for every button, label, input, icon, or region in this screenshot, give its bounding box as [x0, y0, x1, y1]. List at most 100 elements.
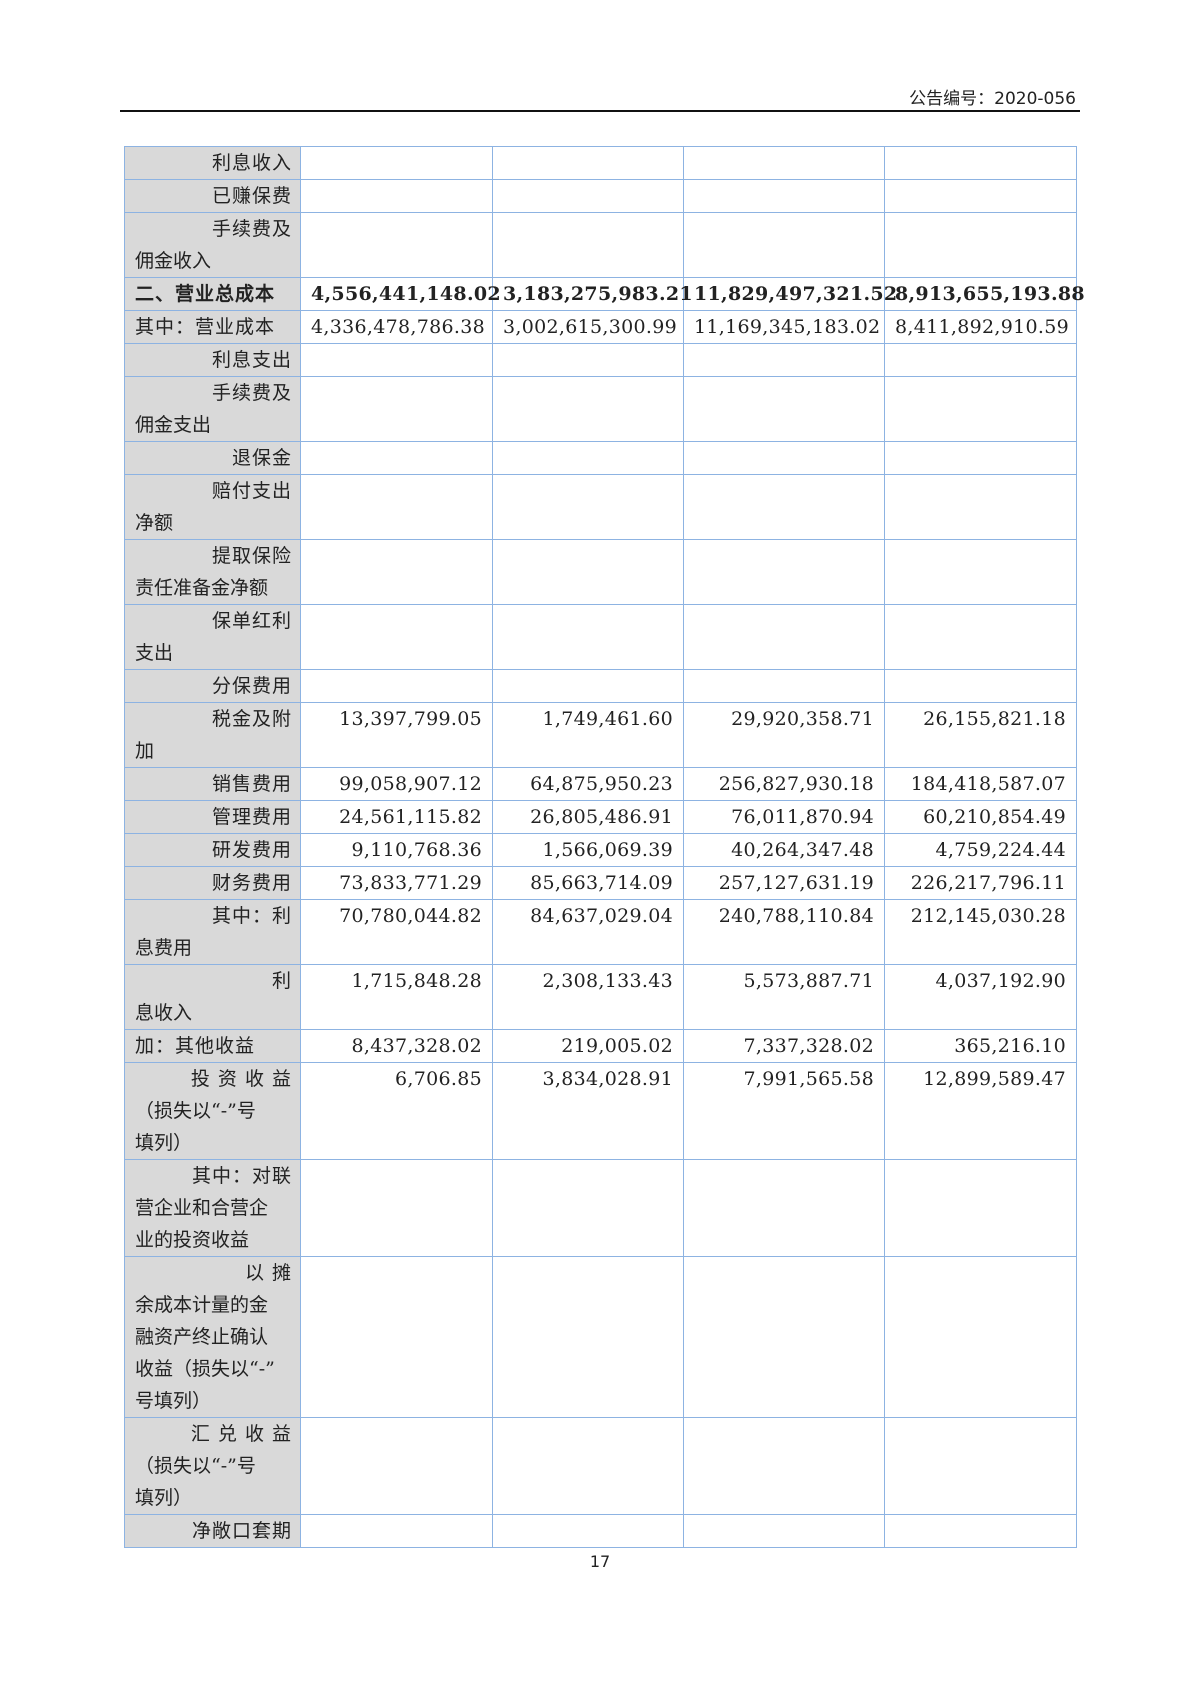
value-cell: 4,556,441,148.02	[300, 277, 501, 311]
row-label-line: 其中：利	[211, 905, 292, 927]
value-cell: 365,216.10	[884, 1029, 1077, 1063]
row-label: 销售费用	[124, 767, 301, 801]
value-cell	[492, 1159, 684, 1257]
value-cell	[884, 539, 1077, 605]
value-cell	[884, 441, 1077, 475]
row-label: 加：其他收益	[124, 1029, 301, 1063]
value-cell: 70,780,044.82	[300, 899, 493, 965]
value-cell: 13,397,799.05	[300, 702, 493, 768]
value-cell: 4,336,478,786.38	[300, 310, 493, 344]
value-cell: 29,920,358.71	[683, 702, 885, 768]
value-cell: 3,002,615,300.99	[492, 310, 684, 344]
row-label-line: 财务费用	[211, 872, 292, 894]
row-label-line: 其中：营业成本	[135, 316, 276, 338]
value-cell: 11,829,497,321.52	[683, 277, 897, 311]
table-row: 其中：营业成本 4,336,478,786.38 3,002,615,300.99 1…	[124, 310, 1077, 344]
row-label-line: 其中：对联	[191, 1165, 292, 1187]
value-cell: 1,715,848.28	[300, 964, 493, 1030]
row-label-line: 填列）	[135, 1132, 193, 1154]
table-row: 分保费用	[124, 669, 1077, 703]
value-cell: 4,759,224.44	[884, 833, 1077, 867]
value-cell	[884, 1514, 1077, 1548]
value-cell	[884, 604, 1077, 670]
row-label: 分保费用	[124, 669, 301, 703]
row-label: 财务费用	[124, 866, 301, 900]
value-cell: 26,155,821.18	[884, 702, 1077, 768]
row-label-line: 已赚保费	[211, 185, 292, 207]
value-cell	[683, 1417, 885, 1515]
value-cell: 26,805,486.91	[492, 800, 684, 834]
table-row: 销售费用 99,058,907.12 64,875,950.23 256,827,93…	[124, 767, 1077, 801]
value-cell: 3,183,275,983.21	[492, 277, 693, 311]
value-cell	[492, 1417, 684, 1515]
value-cell	[492, 146, 684, 180]
value-cell	[492, 343, 684, 377]
table-row: 净敞口套期	[124, 1514, 1077, 1548]
income-statement-table: 利息收入 已赚保费 手续费及 佣金收入 二、营业总成本 4,556,441,148.02 3…	[124, 146, 1085, 1548]
row-label-line: 融资产终止确认	[135, 1326, 269, 1348]
value-cell	[884, 669, 1077, 703]
row-label-line: 管理费用	[211, 806, 292, 828]
table-row: 汇 兑 收 益 （损失以“-”号 填列）	[124, 1417, 1077, 1515]
row-label-line: 填列）	[135, 1487, 193, 1509]
value-cell: 24,561,115.82	[300, 800, 493, 834]
value-cell	[683, 212, 885, 278]
page-number: 17	[589, 1552, 611, 1571]
row-label: 以 摊余成本计量的金 融资产终止确认 收益（损失以“-” 号填列）	[124, 1256, 301, 1418]
value-cell: 8,913,655,193.88	[884, 277, 1085, 311]
table-row: 保单红利支出	[124, 604, 1077, 670]
row-label-line: 净额	[135, 512, 174, 534]
value-cell	[492, 212, 684, 278]
row-label: 已赚保费	[124, 179, 301, 213]
value-cell	[683, 539, 885, 605]
table-row: 手续费及 佣金收入	[124, 212, 1077, 278]
value-cell	[683, 669, 885, 703]
row-label-line: 保单红利	[211, 610, 292, 632]
value-cell	[683, 146, 885, 180]
value-cell	[300, 474, 493, 540]
value-cell: 64,875,950.23	[492, 767, 684, 801]
value-cell	[300, 343, 493, 377]
table-row: 利息支出	[124, 343, 1077, 377]
value-cell	[300, 669, 493, 703]
table-row: 其中：利 息费用 70,780,044.82 84,637,029.04 240,788…	[124, 899, 1077, 965]
header-divider	[120, 110, 1080, 112]
row-label: 赔付支出 净额	[124, 474, 301, 540]
value-cell	[300, 1256, 493, 1418]
row-label-line: 加	[135, 740, 155, 762]
row-label-line: 投 资 收 益	[190, 1068, 292, 1090]
table-row: 管理费用 24,561,115.82 26,805,486.91 76,011,870…	[124, 800, 1077, 834]
row-label-line: 息收入	[135, 1002, 193, 1024]
row-label: 利息支出	[124, 343, 301, 377]
value-cell	[683, 1514, 885, 1548]
value-cell	[683, 1256, 885, 1418]
row-label-line: 利息收入	[211, 152, 292, 174]
value-cell	[492, 539, 684, 605]
row-label-line: （损失以“-”号	[135, 1455, 256, 1477]
row-label: 保单红利支出	[124, 604, 301, 670]
table-row: 其中：对联 营企业和合营企 业的投资收益	[124, 1159, 1077, 1257]
row-label-line: 支出	[135, 642, 174, 664]
value-cell	[884, 146, 1077, 180]
value-cell	[884, 376, 1077, 442]
announcement-number: 公告编号：2020-056	[909, 89, 1076, 109]
value-cell	[300, 1159, 493, 1257]
value-cell: 1,566,069.39	[492, 833, 684, 867]
row-label-line: 二、营业总成本	[135, 283, 276, 305]
table-row: 财务费用 73,833,771.29 85,663,714.09 257,127,63…	[124, 866, 1077, 900]
value-cell	[683, 604, 885, 670]
value-cell	[492, 441, 684, 475]
value-cell	[492, 1256, 684, 1418]
row-label-line: 余成本计量的金	[135, 1294, 269, 1316]
value-cell	[492, 1514, 684, 1548]
value-cell	[683, 1159, 885, 1257]
value-cell	[300, 212, 493, 278]
row-label: 税金及附加	[124, 702, 301, 768]
value-cell	[492, 474, 684, 540]
value-cell: 40,264,347.48	[683, 833, 885, 867]
table-row: 退保金	[124, 441, 1077, 475]
value-cell	[683, 343, 885, 377]
row-label-line: （损失以“-”号	[135, 1100, 256, 1122]
row-label-line: 佣金收入	[135, 250, 212, 272]
value-cell	[884, 1256, 1077, 1418]
